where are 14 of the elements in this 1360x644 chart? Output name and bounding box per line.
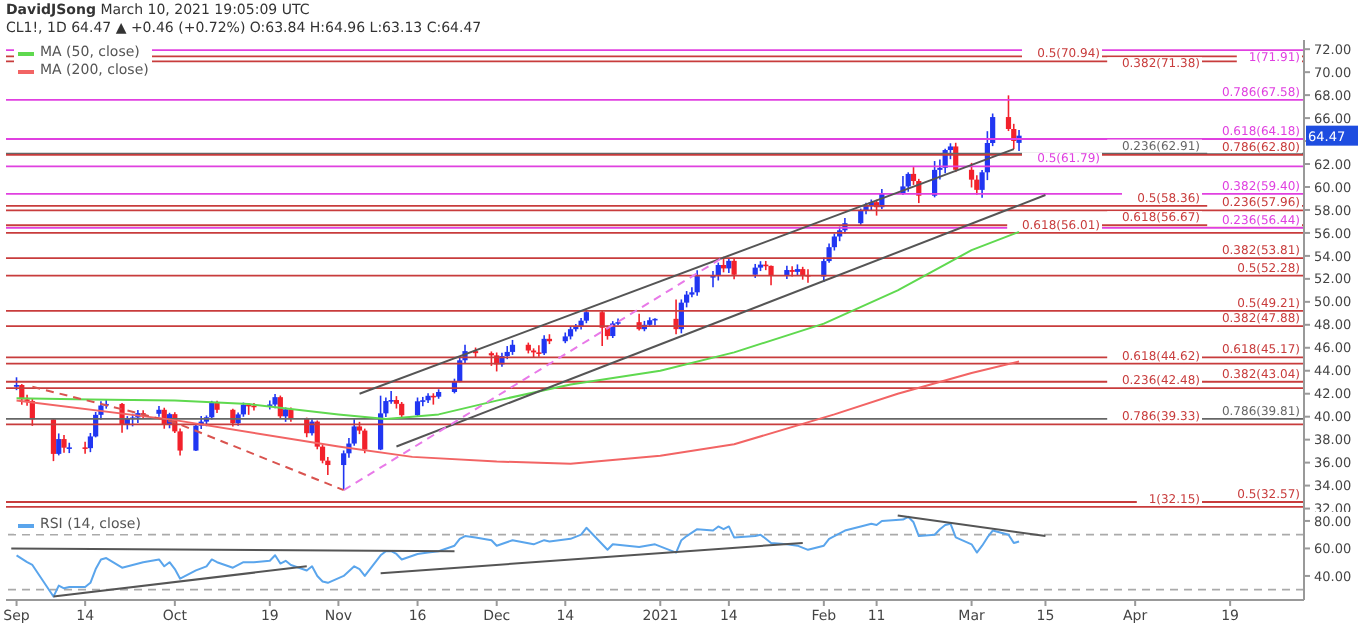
candlestick — [731, 258, 737, 281]
candlestick — [420, 396, 426, 408]
candlestick — [968, 162, 975, 189]
candlestick — [905, 171, 911, 193]
candlestick — [82, 440, 88, 455]
line-series — [15, 515, 1021, 598]
candlestick — [66, 441, 72, 454]
line-series — [15, 360, 1021, 465]
candlestick — [193, 422, 199, 452]
candlestick — [362, 427, 368, 454]
candlestick — [56, 432, 62, 457]
candlestick — [541, 334, 547, 356]
candlestick — [536, 344, 542, 358]
candlestick — [768, 264, 774, 287]
